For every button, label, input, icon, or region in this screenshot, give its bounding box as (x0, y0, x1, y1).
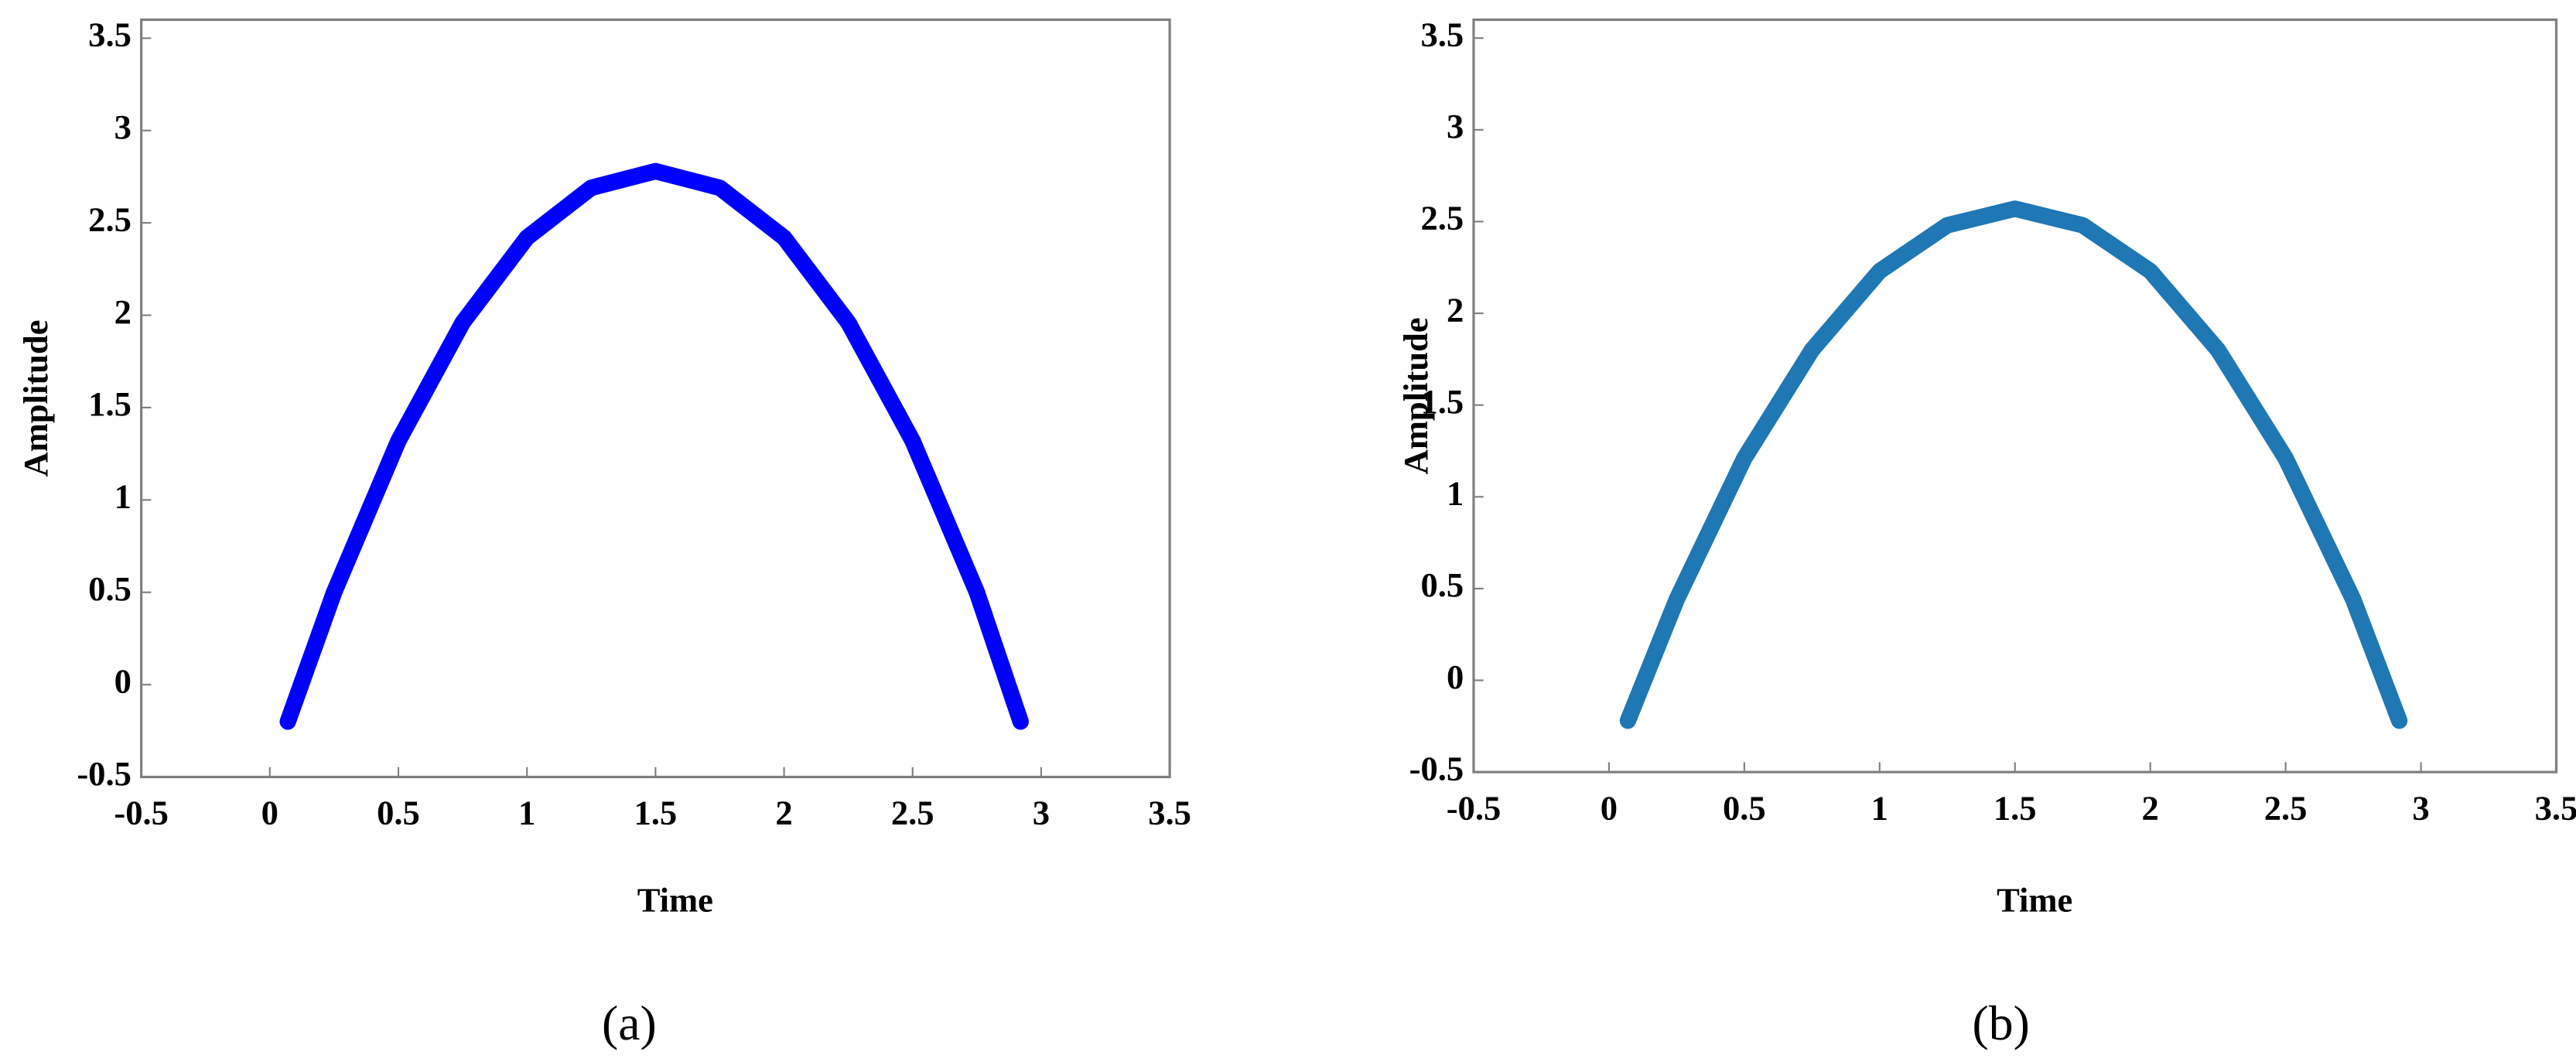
x-tick-label: -0.5 (1447, 788, 1502, 827)
x-tick-label: 1 (1871, 788, 1888, 827)
y-tick-label: 1 (114, 477, 132, 516)
y-tick-label: -0.5 (77, 754, 132, 793)
x-tick-label: 2.5 (2264, 788, 2308, 827)
y-tick-label: 0.5 (88, 569, 132, 608)
y-tick-label: 3 (114, 108, 132, 146)
x-tick-label: 0.5 (1723, 788, 1766, 827)
x-tick-label: 1 (518, 794, 535, 832)
x-tick-label: 3.5 (1148, 794, 1191, 832)
y-tick-label: 2 (114, 292, 132, 331)
y-tick-label: 1.5 (88, 384, 132, 423)
y-tick-label: 1.5 (1421, 382, 1464, 421)
x-tick-label: 0 (261, 794, 278, 832)
x-tick-label: 3 (2412, 788, 2429, 827)
panel-caption: (a) (602, 995, 657, 1050)
x-axis-label: Time (1997, 880, 2072, 919)
y-tick-label: 2.5 (88, 200, 132, 238)
x-tick-label: 2 (775, 794, 792, 832)
x-tick-label: 0.5 (377, 794, 420, 832)
x-tick-label: 2.5 (891, 794, 934, 832)
y-axis-label: Amplitude (16, 319, 55, 476)
plot-area (140, 18, 1171, 779)
y-tick-label: 3.5 (1421, 15, 1464, 53)
y-tick-label: 3 (1447, 107, 1464, 145)
y-tick-label: 3.5 (88, 15, 132, 54)
y-tick-label: 2 (1447, 290, 1464, 329)
x-tick-label: 1.5 (1993, 788, 2037, 827)
y-tick-label: -0.5 (1409, 749, 1464, 787)
data-line (1619, 200, 2408, 729)
y-tick-label: 2.5 (1421, 199, 1464, 237)
x-tick-label: 3.5 (2535, 788, 2576, 827)
x-tick-label: 0 (1601, 788, 1618, 827)
y-tick-label: 1 (1447, 474, 1464, 513)
y-tick-label: 0.5 (1421, 565, 1464, 604)
y-tick-label: 0 (114, 661, 132, 700)
data-line (279, 162, 1029, 730)
panel-caption: (b) (1973, 995, 2030, 1050)
x-tick-label: 1.5 (634, 794, 677, 832)
x-tick-label: -0.5 (114, 794, 169, 832)
x-tick-label: 3 (1033, 794, 1050, 832)
plot-area (1472, 18, 2558, 773)
y-tick-label: 0 (1447, 657, 1464, 696)
x-axis-label: Time (637, 880, 713, 919)
y-axis-label: Amplitude (1396, 317, 1435, 474)
x-tick-label: 2 (2142, 788, 2159, 827)
